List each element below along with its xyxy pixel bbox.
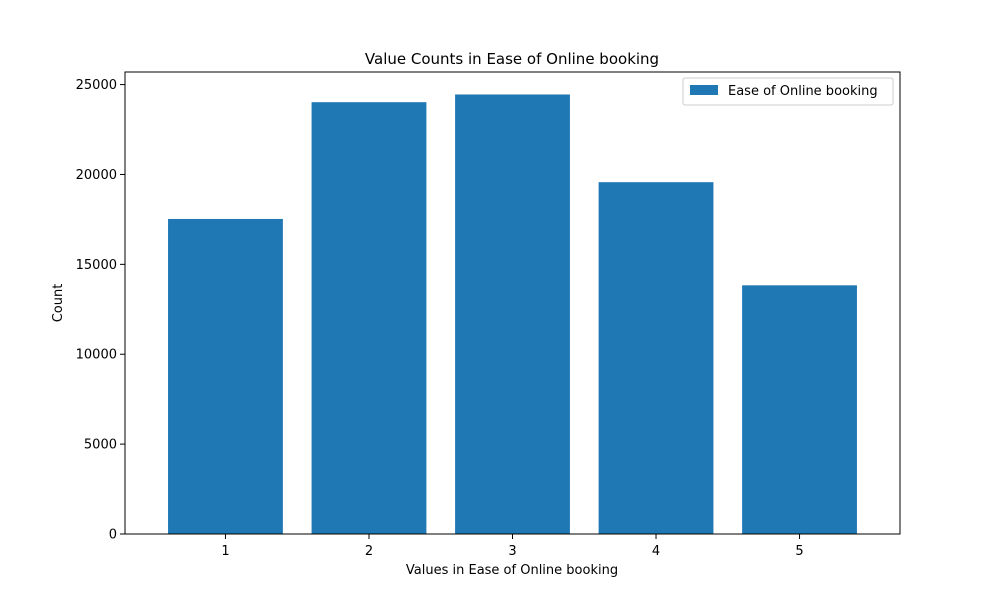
x-tick-label: 4 [652, 544, 660, 559]
y-axis: 0 5000 10000 15000 20000 25000 [76, 78, 125, 543]
legend-frame [682, 77, 894, 106]
x-tick-label: 2 [365, 544, 373, 559]
legend-label: Ease of Online booking [728, 84, 878, 99]
y-tick-label: 0 [109, 528, 117, 543]
legend-swatch [690, 85, 718, 95]
x-axis: 1 2 3 4 5 [221, 534, 804, 559]
y-tick-label: 10000 [76, 348, 117, 363]
x-axis-label: Values in Ease of Online booking [406, 563, 618, 578]
y-tick-label: 5000 [84, 438, 117, 453]
bar-2 [311, 102, 427, 534]
y-tick-label: 20000 [76, 168, 117, 183]
x-tick-label: 1 [221, 544, 229, 559]
y-tick-label: 25000 [76, 78, 117, 93]
x-tick-label: 3 [508, 544, 516, 559]
y-tick-label: 15000 [76, 258, 117, 273]
legend: Ease of Online booking [682, 77, 894, 106]
bar-3 [455, 94, 570, 534]
y-axis-label: Count [51, 284, 66, 323]
chart-title: Value Counts in Ease of Online booking [365, 50, 659, 68]
x-tick-label: 5 [795, 544, 803, 559]
bars-group [168, 94, 857, 535]
bar-5 [742, 285, 857, 534]
bar-4 [598, 182, 714, 535]
bar-1 [168, 218, 283, 534]
